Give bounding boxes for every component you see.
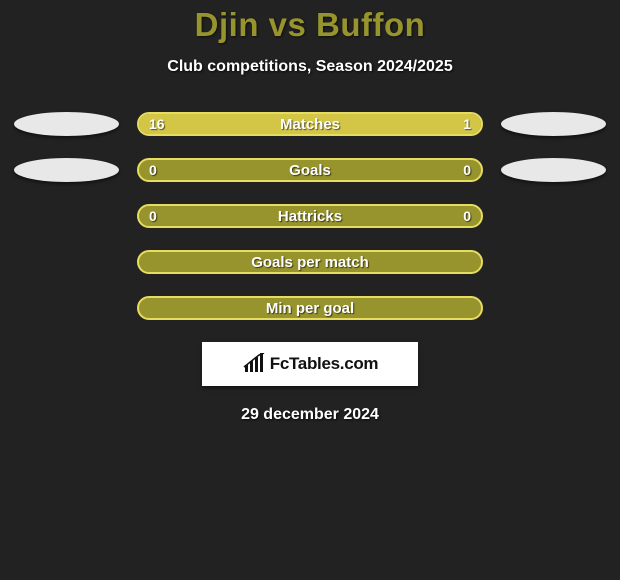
stat-value-right: 1 bbox=[463, 116, 471, 132]
stat-label: Min per goal bbox=[266, 300, 354, 317]
stat-bar: Goals per match bbox=[137, 250, 483, 274]
watermark-badge: FcTables.com bbox=[202, 342, 418, 386]
ellipse-empty bbox=[501, 204, 606, 228]
subtitle: Club competitions, Season 2024/2025 bbox=[0, 58, 620, 76]
stat-label: Hattricks bbox=[278, 208, 342, 225]
player-left-ellipse bbox=[14, 112, 119, 136]
stat-row: 0 Goals 0 bbox=[0, 158, 620, 182]
player-left-ellipse bbox=[14, 158, 119, 182]
stat-bar: Min per goal bbox=[137, 296, 483, 320]
stat-row: 0 Hattricks 0 bbox=[0, 204, 620, 228]
stat-row: Min per goal bbox=[0, 296, 620, 320]
stat-row: Goals per match bbox=[0, 250, 620, 274]
stat-value-left: 16 bbox=[149, 116, 165, 132]
watermark-text: FcTables.com bbox=[270, 354, 379, 374]
ellipse-empty bbox=[501, 250, 606, 274]
stat-label: Goals bbox=[289, 162, 331, 179]
page-title: Djin vs Buffon bbox=[0, 0, 620, 44]
stat-bar: 0 Hattricks 0 bbox=[137, 204, 483, 228]
stat-bar: 16 Matches 1 bbox=[137, 112, 483, 136]
player-right-ellipse bbox=[501, 158, 606, 182]
stat-rows: 16 Matches 1 0 Goals 0 0 Hattricks 0 Goals per ma… bbox=[0, 112, 620, 320]
ellipse-empty bbox=[14, 204, 119, 228]
player-right-ellipse bbox=[501, 112, 606, 136]
stat-value-right: 0 bbox=[463, 162, 471, 178]
ellipse-empty bbox=[14, 296, 119, 320]
stat-value-left: 0 bbox=[149, 162, 157, 178]
stat-value-left: 0 bbox=[149, 208, 157, 224]
stat-row: 16 Matches 1 bbox=[0, 112, 620, 136]
stat-label: Goals per match bbox=[251, 254, 369, 271]
date-text: 29 december 2024 bbox=[0, 406, 620, 424]
stat-value-right: 0 bbox=[463, 208, 471, 224]
stat-label: Matches bbox=[280, 116, 340, 133]
bar-left-fill bbox=[139, 114, 406, 134]
ellipse-empty bbox=[501, 296, 606, 320]
stat-bar: 0 Goals 0 bbox=[137, 158, 483, 182]
chart-icon bbox=[242, 353, 266, 375]
ellipse-empty bbox=[14, 250, 119, 274]
